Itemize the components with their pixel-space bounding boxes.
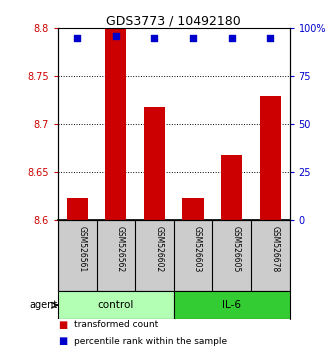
Bar — [144, 107, 165, 221]
Text: control: control — [98, 300, 134, 310]
Text: GSM526562: GSM526562 — [116, 226, 125, 273]
Text: ■: ■ — [58, 336, 67, 346]
Point — [74, 35, 80, 41]
Bar — [182, 198, 204, 221]
Point — [268, 35, 273, 41]
Title: GDS3773 / 10492180: GDS3773 / 10492180 — [106, 14, 241, 27]
Text: GSM526561: GSM526561 — [77, 226, 86, 273]
Bar — [67, 198, 88, 221]
Text: percentile rank within the sample: percentile rank within the sample — [74, 337, 227, 346]
Text: GSM526603: GSM526603 — [193, 226, 202, 273]
Bar — [58, 291, 174, 319]
Text: agent: agent — [29, 300, 57, 310]
Point — [229, 35, 234, 41]
Text: IL-6: IL-6 — [222, 300, 241, 310]
Point — [152, 35, 157, 41]
Point — [190, 35, 196, 41]
Text: transformed count: transformed count — [74, 320, 159, 329]
Bar — [174, 291, 290, 319]
Bar — [221, 155, 242, 221]
Text: GSM526678: GSM526678 — [270, 226, 279, 273]
Point — [113, 33, 118, 39]
Text: GSM526602: GSM526602 — [155, 226, 164, 273]
Bar — [260, 96, 281, 221]
Bar — [105, 28, 126, 221]
Text: GSM526605: GSM526605 — [232, 226, 241, 273]
Text: ■: ■ — [58, 320, 67, 330]
